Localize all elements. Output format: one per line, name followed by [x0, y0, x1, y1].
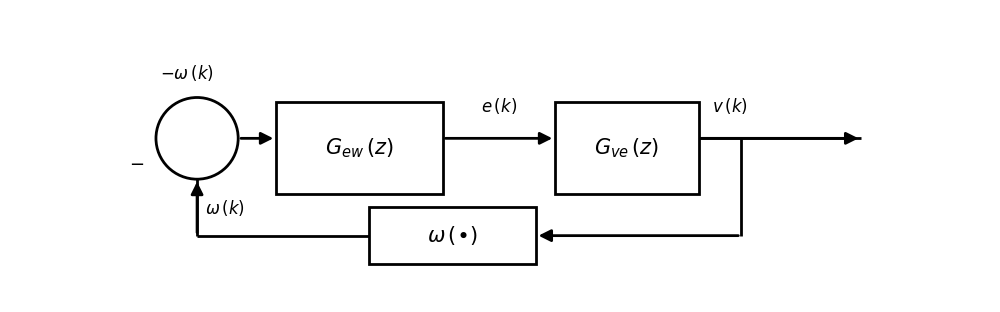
Bar — [276, 102, 443, 193]
Text: $-\omega\,(k)$: $-\omega\,(k)$ — [160, 63, 214, 83]
Text: $-$: $-$ — [129, 154, 144, 172]
Text: $e\,(k)$: $e\,(k)$ — [481, 96, 517, 116]
Text: $\omega\,(k)$: $\omega\,(k)$ — [205, 198, 245, 218]
Bar — [555, 102, 698, 193]
Text: $v\,(k)$: $v\,(k)$ — [712, 96, 748, 116]
Text: $G_{ew}\,(z)$: $G_{ew}\,(z)$ — [325, 136, 394, 160]
Ellipse shape — [156, 97, 238, 179]
Bar — [369, 207, 536, 265]
Text: $G_{ve}\,(z)$: $G_{ve}\,(z)$ — [594, 136, 659, 160]
Text: $\omega\,( \bullet )$: $\omega\,( \bullet )$ — [427, 224, 478, 247]
